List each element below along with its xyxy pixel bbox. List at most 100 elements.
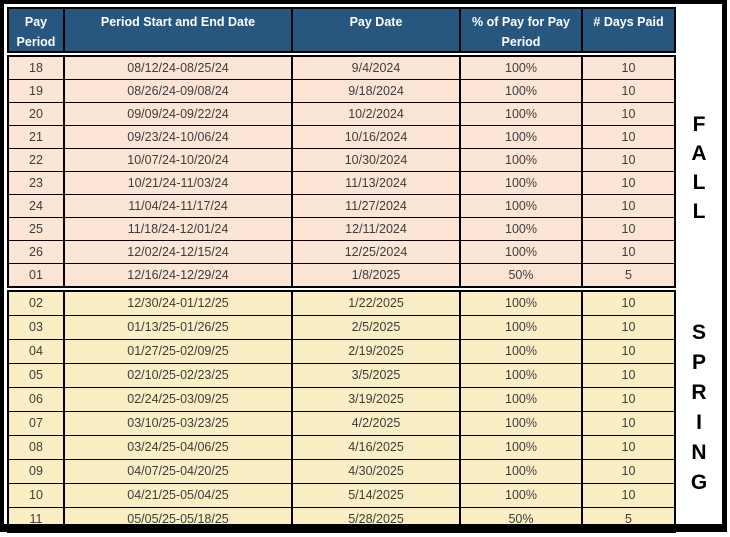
fall-section-table: 18 08/12/24-08/25/24 9/4/2024 100% 10 19 08/26… (7, 55, 676, 288)
days-paid-cell: 10 (583, 388, 674, 411)
header-pay-percent: % of Pay for Pay Period (461, 9, 581, 51)
pay-period-cell: 23 (9, 172, 63, 194)
days-paid-cell: 10 (583, 460, 674, 483)
days-paid-cell: 10 (583, 316, 674, 339)
pay-period-cell: 18 (9, 57, 63, 79)
pay-period-cell: 11 (9, 508, 63, 531)
pay-date-cell: 10/16/2024 (293, 126, 459, 148)
pay-date-cell: 9/4/2024 (293, 57, 459, 79)
pay-percent-cell: 100% (461, 292, 581, 315)
period-range-cell: 10/07/24-10/20/24 (65, 149, 291, 171)
pay-percent-cell: 100% (461, 195, 581, 217)
period-range-cell: 12/02/24-12/15/24 (65, 241, 291, 263)
pay-period-cell: 10 (9, 484, 63, 507)
period-range-cell: 08/26/24-09/08/24 (65, 80, 291, 102)
pay-date-cell: 3/5/2025 (293, 364, 459, 387)
period-range-cell: 04/07/25-04/20/25 (65, 460, 291, 483)
pay-percent-cell: 100% (461, 149, 581, 171)
period-range-cell: 01/13/25-01/26/25 (65, 316, 291, 339)
header-pay-period: Pay Period (9, 9, 63, 51)
period-range-cell: 04/21/25-05/04/25 (65, 484, 291, 507)
pay-percent-cell: 50% (461, 264, 581, 286)
header-pay-percent-line2: Period (501, 35, 541, 49)
days-paid-cell: 10 (583, 126, 674, 148)
pay-period-cell: 09 (9, 460, 63, 483)
pay-date-cell: 4/30/2025 (293, 460, 459, 483)
pay-percent-cell: 100% (461, 316, 581, 339)
spring-section-table: 02 12/30/24-01/12/25 1/22/2025 100% 10 03 01/1… (7, 290, 676, 533)
days-paid-cell: 10 (583, 172, 674, 194)
pay-percent-cell: 100% (461, 484, 581, 507)
pay-date-cell: 11/27/2024 (293, 195, 459, 217)
pay-percent-cell: 100% (461, 172, 581, 194)
pay-date-cell: 1/22/2025 (293, 292, 459, 315)
period-range-cell: 02/24/25-03/09/25 (65, 388, 291, 411)
pay-date-cell: 3/19/2025 (293, 388, 459, 411)
header-pay-percent-line1: % of Pay for Pay (472, 15, 570, 29)
days-paid-cell: 10 (583, 149, 674, 171)
period-range-cell: 08/12/24-08/25/24 (65, 57, 291, 79)
pay-date-cell: 5/14/2025 (293, 484, 459, 507)
days-paid-cell: 10 (583, 364, 674, 387)
pay-date-cell: 5/28/2025 (293, 508, 459, 531)
pay-period-cell: 19 (9, 80, 63, 102)
pay-date-cell: 2/19/2025 (293, 340, 459, 363)
header-pay-period-line1: Pay (24, 15, 48, 29)
days-paid-cell: 10 (583, 484, 674, 507)
pay-period-cell: 02 (9, 292, 63, 315)
header-pay-date-label: Pay Date (349, 15, 403, 29)
period-range-cell: 12/16/24-12/29/24 (65, 264, 291, 286)
pay-date-cell: 11/13/2024 (293, 172, 459, 194)
pay-date-cell: 12/11/2024 (293, 218, 459, 240)
table-header-row: Pay Period Period Start and End Date Pay… (7, 7, 676, 53)
header-pay-period-line2: Period (16, 35, 56, 49)
pay-period-cell: 03 (9, 316, 63, 339)
pay-percent-cell: 100% (461, 460, 581, 483)
pay-date-cell: 1/8/2025 (293, 264, 459, 286)
pay-percent-cell: 100% (461, 241, 581, 263)
pay-percent-cell: 100% (461, 364, 581, 387)
pay-period-cell: 06 (9, 388, 63, 411)
pay-date-cell: 10/30/2024 (293, 149, 459, 171)
header-days-paid-label: # Days Paid (593, 15, 664, 29)
pay-period-cell: 04 (9, 340, 63, 363)
period-range-cell: 11/04/24-11/17/24 (65, 195, 291, 217)
pay-percent-cell: 100% (461, 412, 581, 435)
period-range-cell: 12/30/24-01/12/25 (65, 292, 291, 315)
days-paid-cell: 10 (583, 195, 674, 217)
fall-label-letter: A (691, 142, 707, 165)
pay-period-cell: 26 (9, 241, 63, 263)
pay-percent-cell: 100% (461, 218, 581, 240)
period-range-cell: 09/09/24-09/22/24 (65, 103, 291, 125)
header-period-range-label: Period Start and End Date (100, 15, 256, 29)
spring-label-letter: R (691, 381, 707, 404)
header-days-paid: # Days Paid (583, 9, 674, 51)
pay-period-cell: 08 (9, 436, 63, 459)
period-range-cell: 10/21/24-11/03/24 (65, 172, 291, 194)
pay-period-cell: 01 (9, 264, 63, 286)
pay-percent-cell: 100% (461, 57, 581, 79)
pay-percent-cell: 100% (461, 388, 581, 411)
pay-period-cell: 24 (9, 195, 63, 217)
days-paid-cell: 10 (583, 340, 674, 363)
pay-percent-cell: 100% (461, 340, 581, 363)
spring-label-letter: G (690, 471, 708, 494)
pay-percent-cell: 100% (461, 436, 581, 459)
pay-percent-cell: 100% (461, 103, 581, 125)
pay-percent-cell: 100% (461, 80, 581, 102)
days-paid-cell: 10 (583, 57, 674, 79)
pay-period-cell: 25 (9, 218, 63, 240)
pay-date-cell: 10/2/2024 (293, 103, 459, 125)
spring-label-letter: I (696, 411, 702, 434)
fall-label-letter: F (692, 113, 706, 136)
pay-period-cell: 07 (9, 412, 63, 435)
pay-period-cell: 21 (9, 126, 63, 148)
header-pay-date: Pay Date (293, 9, 459, 51)
period-range-cell: 03/24/25-04/06/25 (65, 436, 291, 459)
header-period-range: Period Start and End Date (65, 9, 291, 51)
days-paid-cell: 10 (583, 103, 674, 125)
pay-percent-cell: 100% (461, 126, 581, 148)
days-paid-cell: 5 (583, 264, 674, 286)
